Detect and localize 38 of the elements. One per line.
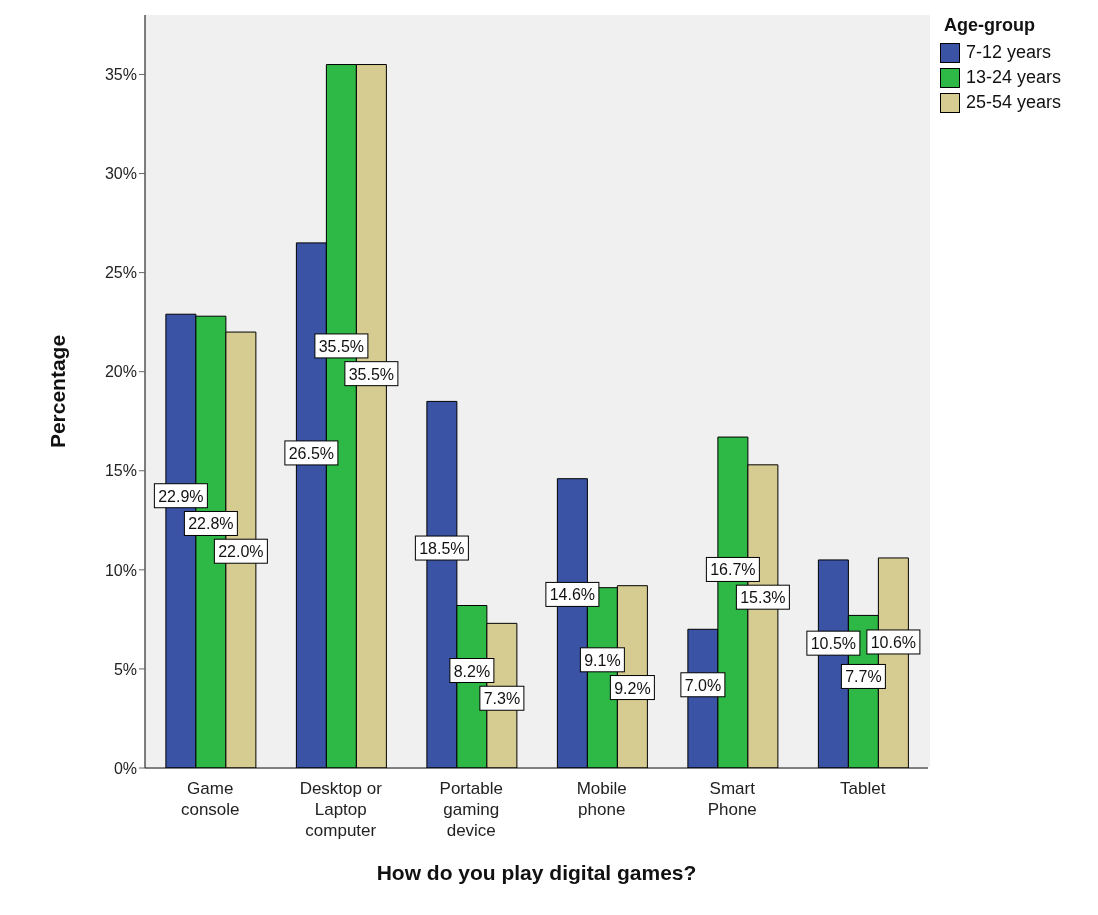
y-tick-label: 20%	[104, 363, 137, 381]
x-tick-label: Mobile phone	[576, 779, 627, 819]
data-label: 22.9%	[158, 487, 204, 505]
data-label: 22.0%	[218, 543, 264, 561]
data-label: 15.3%	[740, 589, 786, 607]
x-tick-label: Portable gaming device	[439, 779, 503, 840]
legend-label: 25-54 years	[965, 92, 1063, 113]
data-label: 7.0%	[684, 676, 722, 694]
y-tick-label: 35%	[104, 66, 137, 84]
data-label: 22.8%	[188, 515, 234, 533]
data-label: 26.5%	[288, 444, 335, 462]
data-label: 7.3%	[483, 690, 521, 708]
y-tick-label: 30%	[104, 165, 137, 183]
x-tick-label: Tablet	[840, 779, 886, 798]
data-label: 18.5%	[419, 540, 465, 558]
data-label: 16.7%	[710, 561, 756, 579]
y-tick-label: 25%	[104, 264, 137, 282]
y-tick-label: 10%	[104, 561, 137, 579]
data-label: 14.6%	[549, 586, 596, 604]
data-label: 9.2%	[614, 679, 651, 697]
data-label: 10.5%	[810, 635, 857, 653]
data-label: 10.6%	[870, 633, 917, 651]
legend-title: Age-group	[943, 15, 1036, 36]
data-label: 7.7%	[845, 668, 882, 686]
y-tick-label: 0%	[113, 759, 137, 777]
y-axis-title: Percentage	[46, 334, 70, 449]
x-tick-label: Smart Phone	[707, 779, 757, 819]
data-label: 35.5%	[318, 337, 365, 355]
data-label: 35.5%	[348, 365, 395, 383]
legend-label: 7-12 years	[965, 42, 1053, 63]
x-tick-label: Game console	[180, 779, 240, 819]
x-axis-title: How do you play digital games?	[376, 861, 697, 884]
y-tick-label: 5%	[113, 660, 137, 678]
data-label: 9.1%	[584, 651, 621, 669]
x-tick-label: Desktop or Laptop computer	[299, 779, 383, 840]
legend-label: 13-24 years	[965, 67, 1063, 88]
y-tick-label: 15%	[104, 462, 137, 480]
data-label: 8.2%	[453, 662, 491, 680]
